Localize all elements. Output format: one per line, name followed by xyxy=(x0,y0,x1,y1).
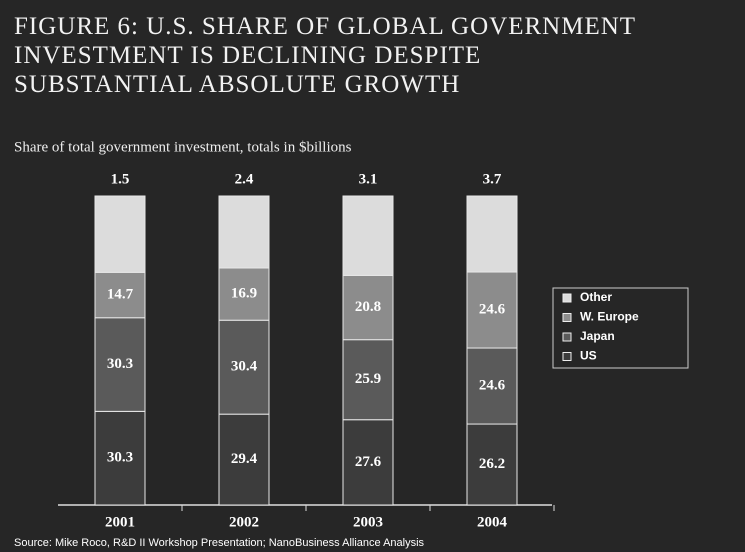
bar-segment xyxy=(218,319,270,415)
legend-swatch xyxy=(562,313,572,322)
bar-segment xyxy=(218,267,270,321)
bar-segment xyxy=(218,195,270,269)
value-label: 30.3 xyxy=(107,356,133,372)
x-tick-label: 2003 xyxy=(353,514,383,530)
x-tick-label: 2002 xyxy=(229,514,259,530)
bar-segment xyxy=(342,339,394,421)
x-tick-label: 2001 xyxy=(105,514,135,530)
bar-segment xyxy=(342,274,394,341)
legend xyxy=(552,287,689,369)
chart-title: FIGURE 6: U.S. SHARE OF GLOBAL GOVERNMEN… xyxy=(14,13,636,98)
legend-swatch xyxy=(562,293,572,303)
source: Source: Mike Roco, R&D II Workshop Prese… xyxy=(14,537,425,549)
legend-label: W. Europe xyxy=(580,310,639,324)
total-label: 3.1 xyxy=(359,171,378,187)
value-label: 29.4 xyxy=(231,451,258,467)
total-label: 3.7 xyxy=(483,171,502,187)
legend-swatch xyxy=(562,352,572,361)
bar-segment xyxy=(342,195,394,276)
legend-label: Japan xyxy=(580,329,615,343)
value-label: 26.2 xyxy=(479,456,505,472)
value-label: 27.6 xyxy=(355,454,382,470)
bar-segment xyxy=(342,419,394,506)
total-label: 1.5 xyxy=(111,171,130,187)
value-label: 14.7 xyxy=(107,286,134,302)
bar-segment xyxy=(466,423,518,506)
subtitle: Share of total government investment, to… xyxy=(14,139,352,155)
bar-segment xyxy=(466,195,518,273)
bar-segment xyxy=(94,271,146,319)
value-label: 30.3 xyxy=(107,450,133,466)
value-label: 30.4 xyxy=(231,359,258,375)
value-label: 16.9 xyxy=(231,286,257,302)
bar-segment xyxy=(94,317,146,412)
bar-segment xyxy=(94,195,146,273)
x-tick-label: 2004 xyxy=(477,514,508,530)
bar-segment xyxy=(94,410,146,506)
bar-segment xyxy=(466,347,518,425)
legend-label: US xyxy=(580,349,597,363)
bar-segment xyxy=(466,271,518,349)
value-label: 24.6 xyxy=(479,377,506,393)
value-label: 24.6 xyxy=(479,301,506,317)
legend-swatch xyxy=(562,332,572,342)
value-label: 25.9 xyxy=(355,371,381,387)
total-label: 2.4 xyxy=(235,171,254,187)
legend-label: Other xyxy=(580,290,612,304)
value-label: 20.8 xyxy=(355,299,381,315)
